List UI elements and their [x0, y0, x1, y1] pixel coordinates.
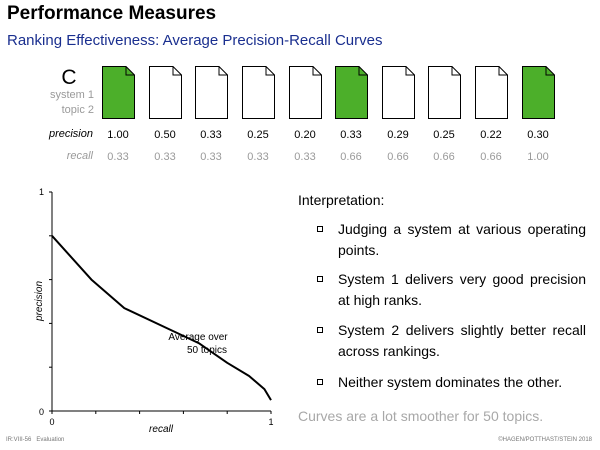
y-tick-label-max: 1 [39, 187, 44, 197]
bullet-text: Neither system dominates the other. [338, 374, 563, 390]
recall-value: 0.66 [480, 151, 502, 163]
precision-value: 0.29 [387, 129, 409, 141]
bullet-square-icon [317, 379, 323, 385]
document-icon [194, 66, 228, 119]
bullet-square-icon [317, 226, 323, 232]
document-icon [381, 66, 415, 119]
precision-value: 0.33 [340, 129, 362, 141]
x-tick-label-min: 0 [49, 417, 54, 427]
bullet-text: System 2 delivers slightly better re­cal… [338, 322, 586, 359]
bullet-square-icon [317, 276, 323, 282]
smoothness-note: Curves are a lot smoother for 50 topics. [298, 408, 544, 424]
relevant-document-icon [521, 66, 555, 119]
recall-value: 1.00 [527, 151, 549, 163]
precision-value: 0.33 [200, 129, 222, 141]
precision-row-label: precision [48, 128, 93, 140]
chart-ticks [49, 191, 272, 414]
recall-value: 0.66 [340, 151, 362, 163]
precision-value: 1.00 [107, 129, 129, 141]
interpretation-bullet: Judging a system at various operat­ing p… [314, 219, 586, 261]
y-tick-label-min: 0 [39, 407, 44, 417]
recall-value: 0.33 [107, 151, 129, 163]
bullet-text: Judging a system at various operat­ing p… [338, 221, 586, 258]
bullet-square-icon [317, 327, 323, 333]
footer-slide-id: IR:VIII-56 Evaluation [6, 437, 65, 443]
system-label: system 1 [49, 89, 94, 101]
interpretation-bullet: System 1 delivers very good preci­sion a… [314, 269, 586, 311]
document-icon [148, 66, 182, 119]
precision-value: 0.50 [154, 129, 176, 141]
interpretation-bullet: Neither system dominates the other. [314, 372, 586, 393]
chart-axes [51, 192, 271, 412]
x-axis-label: recall [149, 424, 174, 435]
recall-value: 0.33 [154, 151, 176, 163]
recall-value: 0.66 [387, 151, 409, 163]
document-icon [474, 66, 508, 119]
precision-value: 0.20 [294, 129, 316, 141]
document-icon [241, 66, 275, 119]
document-icon [427, 66, 461, 119]
precision-value: 0.25 [433, 129, 455, 141]
recall-value: 0.66 [433, 151, 455, 163]
interpretation-heading: Interpretation: [298, 192, 385, 208]
document-icon [288, 66, 322, 119]
precision-value: 0.22 [480, 129, 502, 141]
recall-value: 0.33 [294, 151, 316, 163]
footer-copyright: ©HAGEN/POTTHAST/STEIN 2018 [498, 437, 592, 443]
y-axis-label: precision [34, 281, 45, 322]
relevant-document-icon [334, 66, 368, 119]
system-letter: C [61, 66, 77, 89]
pr-curve-line [51, 235, 272, 401]
precision-recall-chart: 1 0 0 1 recall precision Average over 50… [34, 187, 274, 435]
precision-value: 0.25 [247, 129, 269, 141]
curve-annotation-line-2: 50 topics [187, 345, 227, 356]
x-tick-label-max: 1 [268, 417, 273, 427]
recall-value: 0.33 [247, 151, 269, 163]
precision-value: 0.30 [527, 129, 549, 141]
curve-annotation-line-1: Average over [168, 332, 228, 343]
interpretation-bullet: System 2 delivers slightly better re­cal… [314, 320, 586, 362]
recall-value: 0.33 [200, 151, 222, 163]
recall-row-label: recall [66, 150, 93, 162]
topic-label: topic 2 [61, 104, 94, 116]
slide-subtitle: Ranking Effectiveness: Average Precision… [7, 32, 383, 49]
slide-title: Performance Measures [7, 3, 217, 24]
relevant-document-icon [101, 66, 135, 119]
bullet-text: System 1 delivers very good preci­sion a… [338, 271, 586, 308]
